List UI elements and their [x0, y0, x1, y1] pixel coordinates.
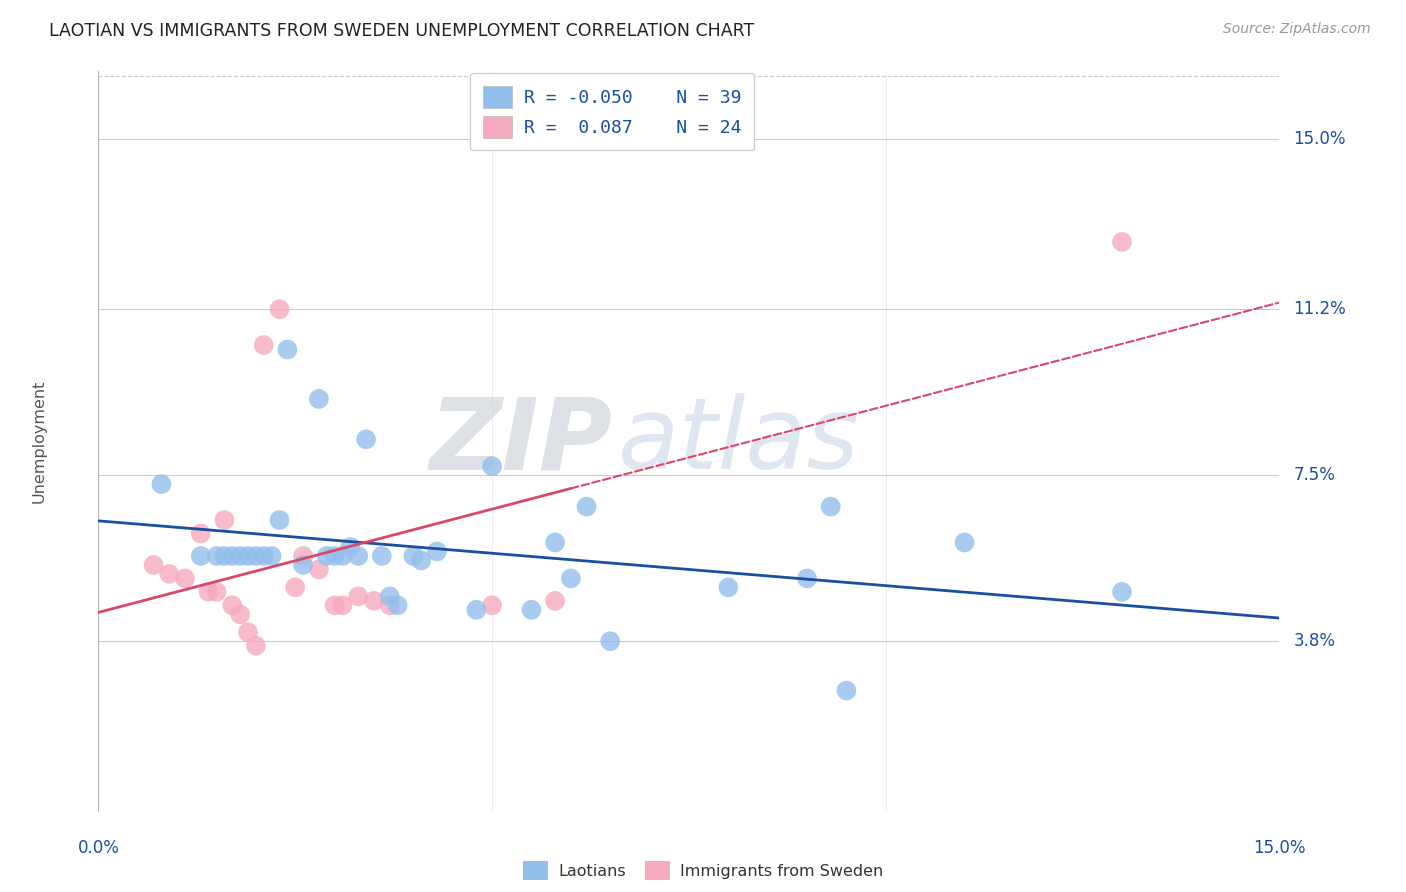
Point: [284, 580, 307, 594]
Text: LAOTIAN VS IMMIGRANTS FROM SWEDEN UNEMPLOYMENT CORRELATION CHART: LAOTIAN VS IMMIGRANTS FROM SWEDEN UNEMPL…: [49, 22, 755, 40]
Point: [245, 639, 267, 653]
Point: [354, 432, 377, 446]
Point: [402, 549, 425, 563]
Point: [332, 599, 354, 613]
Point: [378, 599, 401, 613]
Point: [378, 590, 401, 604]
Point: [481, 599, 503, 613]
Text: Unemployment: Unemployment: [32, 380, 46, 503]
Point: [717, 580, 740, 594]
Point: [599, 634, 621, 648]
Point: [214, 513, 236, 527]
Point: [332, 549, 354, 563]
Point: [560, 571, 582, 585]
Point: [142, 558, 165, 572]
Point: [253, 549, 276, 563]
Point: [363, 594, 385, 608]
Point: [411, 553, 433, 567]
Point: [205, 585, 228, 599]
Text: 7.5%: 7.5%: [1294, 467, 1336, 484]
Text: 15.0%: 15.0%: [1294, 129, 1346, 148]
Point: [236, 625, 259, 640]
Point: [236, 549, 259, 563]
Point: [835, 683, 858, 698]
Point: [387, 599, 409, 613]
Point: [347, 549, 370, 563]
Point: [157, 566, 180, 581]
Point: [276, 343, 298, 357]
Point: [1111, 585, 1133, 599]
Point: [426, 544, 449, 558]
Point: [544, 594, 567, 608]
Point: [292, 558, 315, 572]
Point: [269, 302, 291, 317]
Point: [229, 607, 252, 622]
Text: Source: ZipAtlas.com: Source: ZipAtlas.com: [1223, 22, 1371, 37]
Point: [174, 571, 197, 585]
Text: atlas: atlas: [619, 393, 859, 490]
Point: [520, 603, 543, 617]
Point: [347, 590, 370, 604]
Text: 11.2%: 11.2%: [1294, 301, 1346, 318]
Legend: R = -0.050    N = 39, R =  0.087    N = 24: R = -0.050 N = 39, R = 0.087 N = 24: [470, 73, 755, 151]
Text: 0.0%: 0.0%: [77, 839, 120, 857]
Point: [308, 392, 330, 406]
Point: [544, 535, 567, 549]
Point: [796, 571, 818, 585]
Point: [205, 549, 228, 563]
Point: [953, 535, 976, 549]
Point: [339, 540, 361, 554]
Point: [481, 459, 503, 474]
Point: [197, 585, 219, 599]
Point: [221, 549, 243, 563]
Point: [308, 562, 330, 576]
Point: [292, 549, 315, 563]
Point: [323, 549, 346, 563]
Point: [1111, 235, 1133, 249]
Point: [229, 549, 252, 563]
Point: [190, 526, 212, 541]
Point: [323, 599, 346, 613]
Point: [150, 477, 173, 491]
Point: [253, 338, 276, 352]
Text: 3.8%: 3.8%: [1294, 632, 1336, 650]
Point: [575, 500, 598, 514]
Legend: Laotians, Immigrants from Sweden: Laotians, Immigrants from Sweden: [523, 861, 883, 880]
Point: [260, 549, 283, 563]
Point: [221, 599, 243, 613]
Point: [190, 549, 212, 563]
Point: [820, 500, 842, 514]
Text: ZIP: ZIP: [429, 393, 612, 490]
Point: [371, 549, 394, 563]
Point: [245, 549, 267, 563]
Point: [269, 513, 291, 527]
Text: 15.0%: 15.0%: [1253, 839, 1306, 857]
Point: [214, 549, 236, 563]
Point: [465, 603, 488, 617]
Point: [315, 549, 337, 563]
